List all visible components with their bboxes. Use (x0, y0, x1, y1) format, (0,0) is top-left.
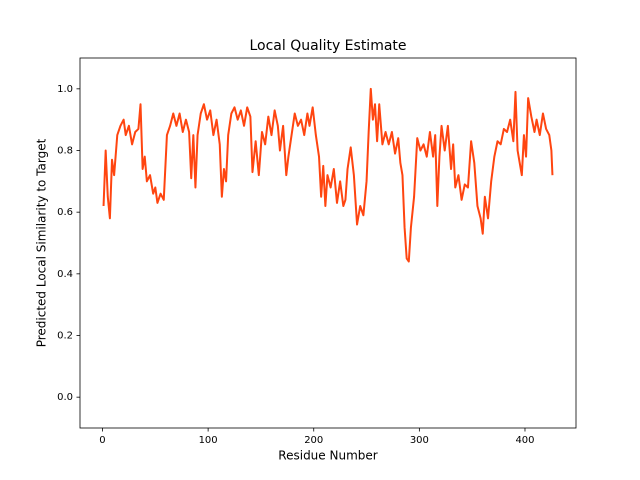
x-tick-label: 100 (199, 435, 218, 446)
plot-frame (79, 57, 577, 429)
chart-title: Local Quality Estimate (249, 38, 406, 54)
x-axis-label: Residue Number (278, 449, 377, 463)
y-tick-label: 0.4 (57, 269, 73, 280)
y-tick-label: 0.6 (57, 207, 73, 218)
x-tick-label: 200 (304, 435, 323, 446)
y-tick-label: 0.2 (57, 331, 73, 342)
x-tick-label: 0 (99, 435, 105, 446)
y-axis-label: Predicted Local Similarity to Target (35, 138, 49, 347)
y-tick-label: 0.0 (57, 392, 73, 403)
y-tick-label: 0.8 (57, 146, 73, 157)
data-line (102, 87, 554, 263)
y-tick-label: 1.0 (57, 84, 73, 95)
x-tick-label: 400 (515, 435, 534, 446)
x-tick-label: 300 (410, 435, 429, 446)
